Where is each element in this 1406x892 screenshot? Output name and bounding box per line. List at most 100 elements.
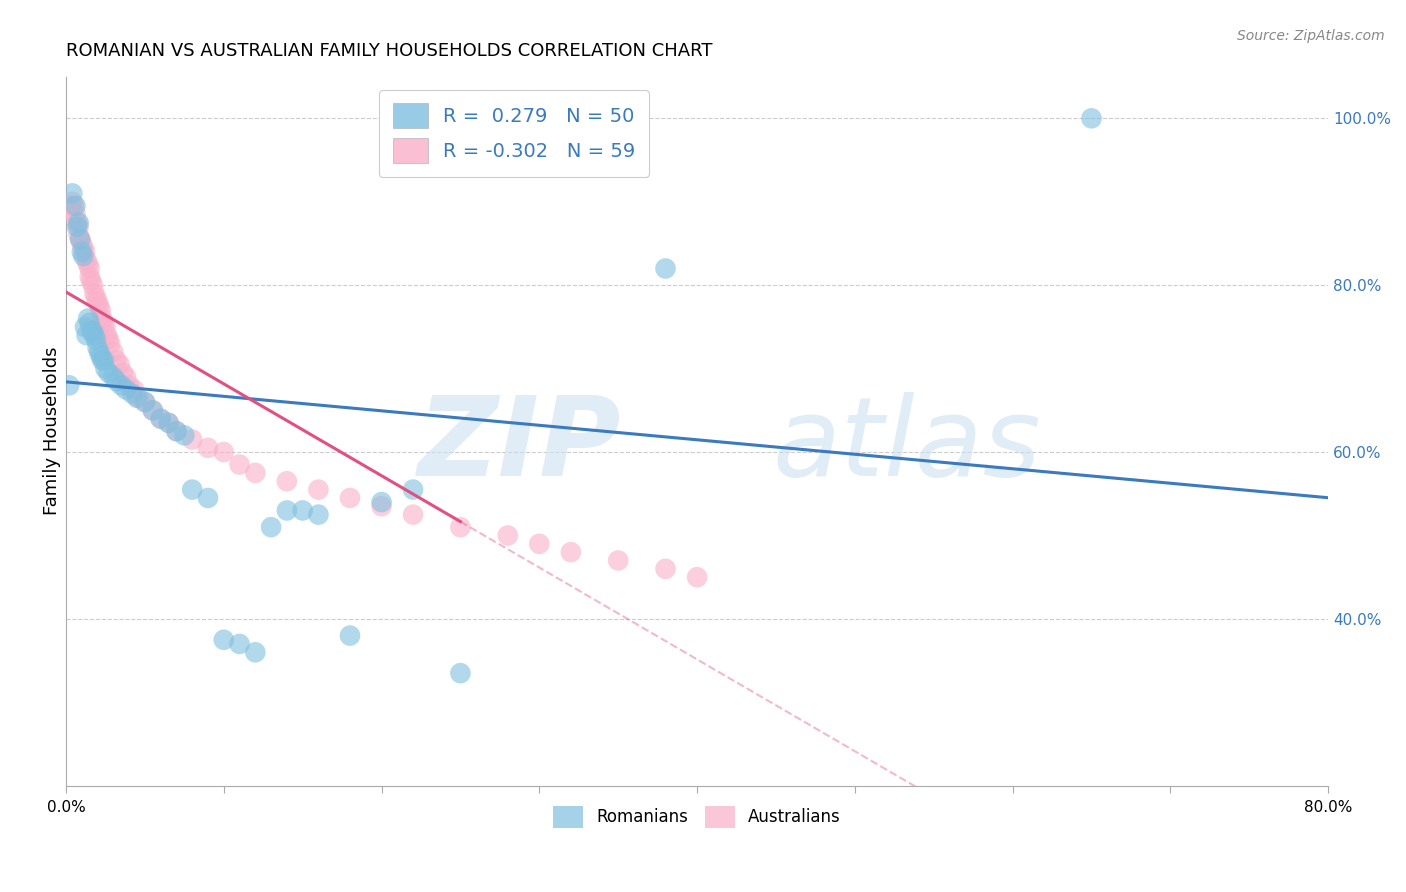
- Point: [70, 244, 93, 259]
- Point: [82, 278, 104, 293]
- Point: [307, 483, 329, 497]
- Point: [59, 199, 82, 213]
- Point: [73, 319, 96, 334]
- Point: [65, 199, 87, 213]
- Point: [142, 403, 165, 417]
- Point: [91, 353, 114, 368]
- Point: [449, 520, 471, 534]
- Point: [89, 345, 111, 359]
- Point: [212, 445, 235, 459]
- Point: [212, 632, 235, 647]
- Point: [80, 274, 103, 288]
- Point: [149, 411, 172, 425]
- Point: [245, 466, 267, 480]
- Point: [686, 570, 709, 584]
- Point: [94, 319, 117, 334]
- Point: [90, 303, 112, 318]
- Point: [115, 370, 138, 384]
- Point: [83, 328, 105, 343]
- Point: [370, 495, 392, 509]
- Point: [157, 416, 180, 430]
- Point: [197, 441, 219, 455]
- Point: [79, 261, 101, 276]
- Point: [276, 475, 298, 489]
- Text: ZIP: ZIP: [418, 392, 621, 499]
- Point: [77, 257, 100, 271]
- Point: [58, 378, 80, 392]
- Point: [181, 483, 204, 497]
- Point: [90, 349, 112, 363]
- Point: [105, 374, 128, 388]
- Point: [96, 328, 118, 343]
- Point: [58, 203, 80, 218]
- Point: [228, 637, 250, 651]
- Point: [173, 428, 195, 442]
- Point: [607, 553, 630, 567]
- Point: [654, 261, 676, 276]
- Point: [72, 249, 94, 263]
- Point: [260, 520, 283, 534]
- Point: [63, 199, 86, 213]
- Point: [97, 333, 120, 347]
- Point: [276, 503, 298, 517]
- Point: [449, 666, 471, 681]
- Point: [83, 286, 105, 301]
- Point: [654, 562, 676, 576]
- Point: [339, 491, 361, 505]
- Point: [142, 403, 165, 417]
- Point: [77, 311, 100, 326]
- Point: [69, 232, 91, 246]
- Point: [89, 299, 111, 313]
- Point: [67, 216, 90, 230]
- Point: [402, 483, 425, 497]
- Point: [110, 378, 132, 392]
- Point: [307, 508, 329, 522]
- Point: [118, 378, 141, 392]
- Point: [66, 216, 89, 230]
- Point: [60, 186, 83, 201]
- Point: [370, 500, 392, 514]
- Text: ROMANIAN VS AUSTRALIAN FAMILY HOUSEHOLDS CORRELATION CHART: ROMANIAN VS AUSTRALIAN FAMILY HOUSEHOLDS…: [66, 42, 713, 60]
- Point: [122, 383, 145, 397]
- Point: [93, 316, 115, 330]
- Point: [128, 391, 150, 405]
- Point: [66, 219, 89, 234]
- Point: [84, 333, 107, 347]
- Point: [1080, 112, 1102, 126]
- Point: [80, 324, 103, 338]
- Point: [67, 228, 90, 243]
- Point: [84, 291, 107, 305]
- Point: [108, 358, 131, 372]
- Point: [121, 386, 143, 401]
- Point: [529, 537, 551, 551]
- Point: [103, 370, 125, 384]
- Text: atlas: atlas: [773, 392, 1042, 499]
- Point: [76, 328, 98, 343]
- Point: [134, 395, 156, 409]
- Point: [79, 269, 101, 284]
- Point: [496, 528, 519, 542]
- Point: [91, 311, 114, 326]
- Point: [94, 361, 117, 376]
- Point: [125, 391, 148, 405]
- Y-axis label: Family Households: Family Households: [44, 347, 60, 516]
- Point: [72, 241, 94, 255]
- Point: [73, 244, 96, 259]
- Point: [402, 508, 425, 522]
- Point: [111, 366, 134, 380]
- Text: Source: ZipAtlas.com: Source: ZipAtlas.com: [1237, 29, 1385, 43]
- Point: [98, 336, 121, 351]
- Point: [60, 194, 83, 209]
- Point: [165, 424, 187, 438]
- Point: [339, 629, 361, 643]
- Point: [97, 366, 120, 380]
- Point: [67, 219, 90, 234]
- Point: [86, 341, 108, 355]
- Point: [157, 416, 180, 430]
- Point: [65, 207, 87, 221]
- Point: [228, 458, 250, 472]
- Legend: Romanians, Australians: Romanians, Australians: [547, 799, 848, 834]
- Point: [149, 411, 172, 425]
- Point: [70, 236, 93, 251]
- Point: [82, 324, 104, 338]
